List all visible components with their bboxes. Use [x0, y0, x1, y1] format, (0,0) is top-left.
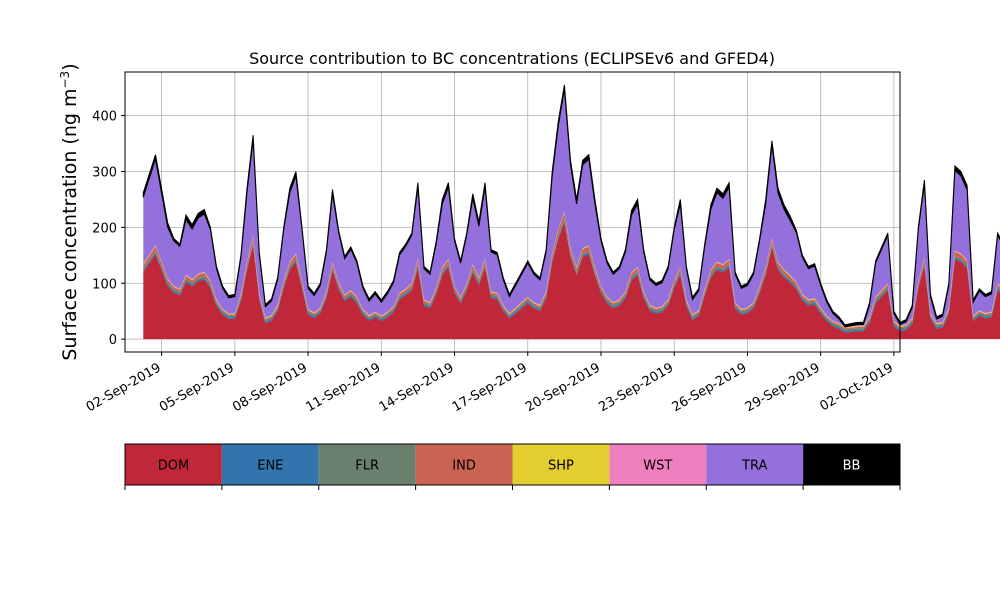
- plot-frame: [124, 71, 901, 353]
- legend-swatch-shp: [512, 444, 610, 485]
- legend-colorbar: DOM ENE FLR IND SHP WST TRA BB: [124, 443, 901, 490]
- legend-swatch-dom: [125, 444, 222, 485]
- y-tick-label: 100: [92, 277, 117, 292]
- y-axis-label-main: Surface concentration (ng m: [59, 89, 81, 361]
- legend-label-tra: TRA: [741, 459, 767, 474]
- area-dom: [143, 222, 1000, 340]
- legend-label-ind: IND: [452, 459, 476, 474]
- legend-swatch-ind: [415, 444, 513, 485]
- legend-swatch-bb: [803, 444, 900, 485]
- y-axis-label-end: ): [59, 63, 81, 70]
- legend-swatch-ene: [221, 444, 319, 485]
- legend-label-wst: WST: [643, 459, 672, 474]
- stacked-areas: [142, 84, 1000, 340]
- y-axis-label: Surface concentration (ng m−3): [58, 63, 81, 360]
- y-axis-label-sup: −3: [58, 71, 72, 89]
- legend-swatch-wst: [609, 444, 707, 485]
- area-tra: [143, 89, 1000, 328]
- y-tick-label: 400: [92, 110, 117, 125]
- legend-label-ene: ENE: [257, 459, 283, 474]
- y-axis-ticks: 0 100 200 300 400: [92, 110, 125, 348]
- area-bb: [142, 84, 1000, 328]
- y-tick-label: 200: [92, 221, 117, 236]
- legend-label-bb: BB: [843, 459, 861, 474]
- area-ind: [143, 212, 1000, 330]
- legend-swatch-flr: [318, 444, 416, 485]
- y-tick-label: 300: [92, 165, 117, 180]
- legend-label-dom: DOM: [158, 459, 189, 474]
- chart-title: Source contribution to BC concentrations…: [249, 49, 775, 68]
- legend-label-shp: SHP: [548, 459, 574, 474]
- legend-swatch-tra: [706, 444, 804, 485]
- legend-label-flr: FLR: [355, 459, 379, 474]
- y-tick-label: 0: [109, 333, 117, 348]
